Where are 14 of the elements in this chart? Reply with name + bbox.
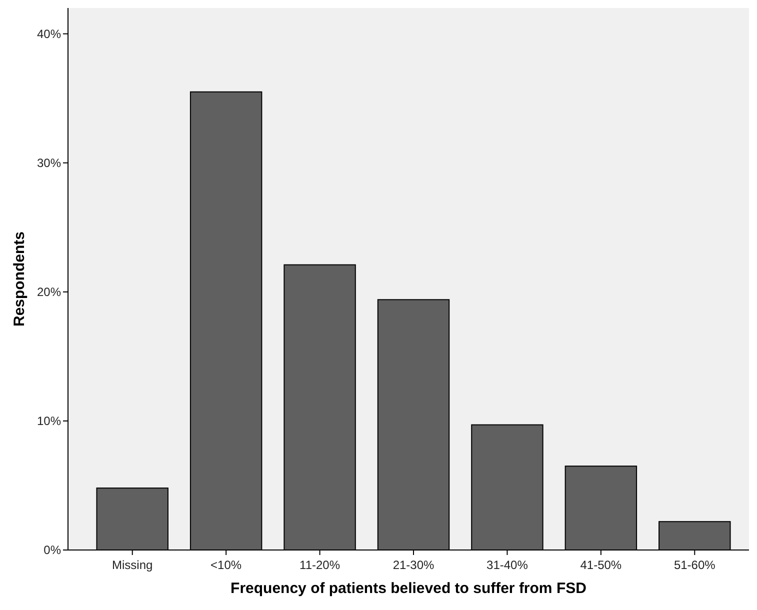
- y-tick-label: 0%: [44, 543, 62, 558]
- x-tick-label: 41-50%: [580, 558, 622, 572]
- x-axis-title: Frequency of patients believed to suffer from FSD: [230, 580, 587, 597]
- x-tick-label: 51-60%: [674, 558, 716, 572]
- y-tick-label: 20%: [36, 285, 62, 300]
- x-tick-label: 11-20%: [300, 558, 340, 572]
- y-axis-title: Respondents: [11, 231, 28, 327]
- y-tick-label: 40%: [36, 27, 62, 42]
- x-tick-label: 21-30%: [392, 558, 435, 572]
- x-tick-label: 31-40%: [486, 558, 528, 572]
- y-tick-label: 30%: [36, 156, 62, 170]
- x-tick-label: Missing: [112, 558, 153, 572]
- x-tick-label: <10%: [210, 558, 242, 572]
- y-tick-label: 10%: [36, 414, 62, 428]
